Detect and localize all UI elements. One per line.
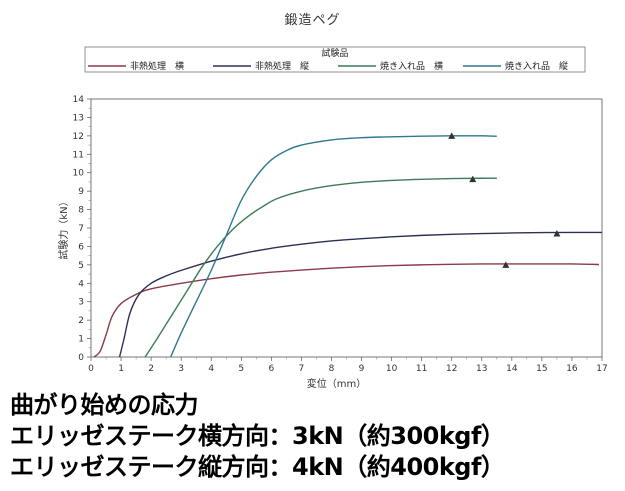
y-tick-label: 13 xyxy=(73,113,84,123)
legend-label-3: 焼き入れ品 横 xyxy=(380,60,443,72)
y-tick-label: 9 xyxy=(78,187,84,197)
y-tick-label: 10 xyxy=(73,169,85,179)
y-tick-label: 3 xyxy=(78,298,84,308)
caption-heading: 曲がり始めの応力 xyxy=(10,391,199,419)
y-tick-label: 1 xyxy=(78,335,84,345)
series-line-2 xyxy=(118,231,603,358)
y-tick-label: 12 xyxy=(73,132,84,142)
x-tick-label: 6 xyxy=(268,364,274,374)
series-line-1 xyxy=(93,263,600,358)
x-tick-label: 13 xyxy=(476,364,487,374)
x-tick-label: 3 xyxy=(178,364,184,374)
series-line-3 xyxy=(144,177,497,358)
x-tick-label: 9 xyxy=(359,364,365,374)
chart-title: 鍛造ペグ xyxy=(284,13,341,28)
plot-frame xyxy=(90,98,603,358)
series-marker-2 xyxy=(553,230,561,237)
y-tick-label: 8 xyxy=(78,206,84,216)
y-tick-label: 4 xyxy=(78,279,84,289)
series-marker-1 xyxy=(502,261,510,268)
y-tick-label: 7 xyxy=(78,224,84,234)
y-tick-label: 2 xyxy=(78,316,84,326)
caption-horizontal-stress: エリッゼステーク横方向：3kN（約300kgf） xyxy=(10,422,505,450)
legend-label-4: 焼き入れ品 縦 xyxy=(505,60,568,72)
y-axis-label: 試験力（kN） xyxy=(57,196,70,259)
axes: 0 1 2 3 4 5 6 7 8 9 10 11 12 13 14 15 16 1701234567891011… xyxy=(57,95,608,390)
x-tick-label: 17 xyxy=(596,364,607,374)
x-tick-label: 5 xyxy=(238,364,244,374)
x-tick-label: 7 xyxy=(299,364,305,374)
legend-label-2: 非熱処理 縦 xyxy=(255,60,309,72)
series-lines xyxy=(93,132,603,358)
y-tick-label: 11 xyxy=(73,150,84,160)
x-tick-label: 8 xyxy=(329,364,335,374)
x-tick-label: 0 xyxy=(88,364,94,374)
x-tick-label: 14 xyxy=(506,364,518,374)
series-line-4 xyxy=(170,135,497,358)
y-tick-label: 0 xyxy=(78,353,84,363)
series-marker-4 xyxy=(448,132,456,139)
x-tick-label: 11 xyxy=(416,364,427,374)
caption-vertical-stress: エリッゼステーク縦方向：4kN（約400kgf） xyxy=(10,453,505,481)
x-tick-label: 15 xyxy=(536,364,547,374)
x-tick-label: 1 xyxy=(118,364,124,374)
y-tick-label: 5 xyxy=(78,261,84,271)
legend-title: 試験品 xyxy=(321,47,348,59)
legend-label-1: 非熱処理 横 xyxy=(130,60,184,72)
x-axis-label: 変位（mm） xyxy=(307,377,366,390)
y-tick-label: 14 xyxy=(73,95,85,105)
x-tick-label: 2 xyxy=(148,364,154,374)
y-tick-label: 6 xyxy=(78,242,84,252)
legend-box xyxy=(84,46,586,73)
x-tick-label: 4 xyxy=(208,364,214,374)
x-tick-label: 16 xyxy=(566,364,578,374)
series-marker-3 xyxy=(469,175,477,183)
x-tick-label: 12 xyxy=(446,364,457,374)
x-tick-label: 10 xyxy=(386,364,398,374)
